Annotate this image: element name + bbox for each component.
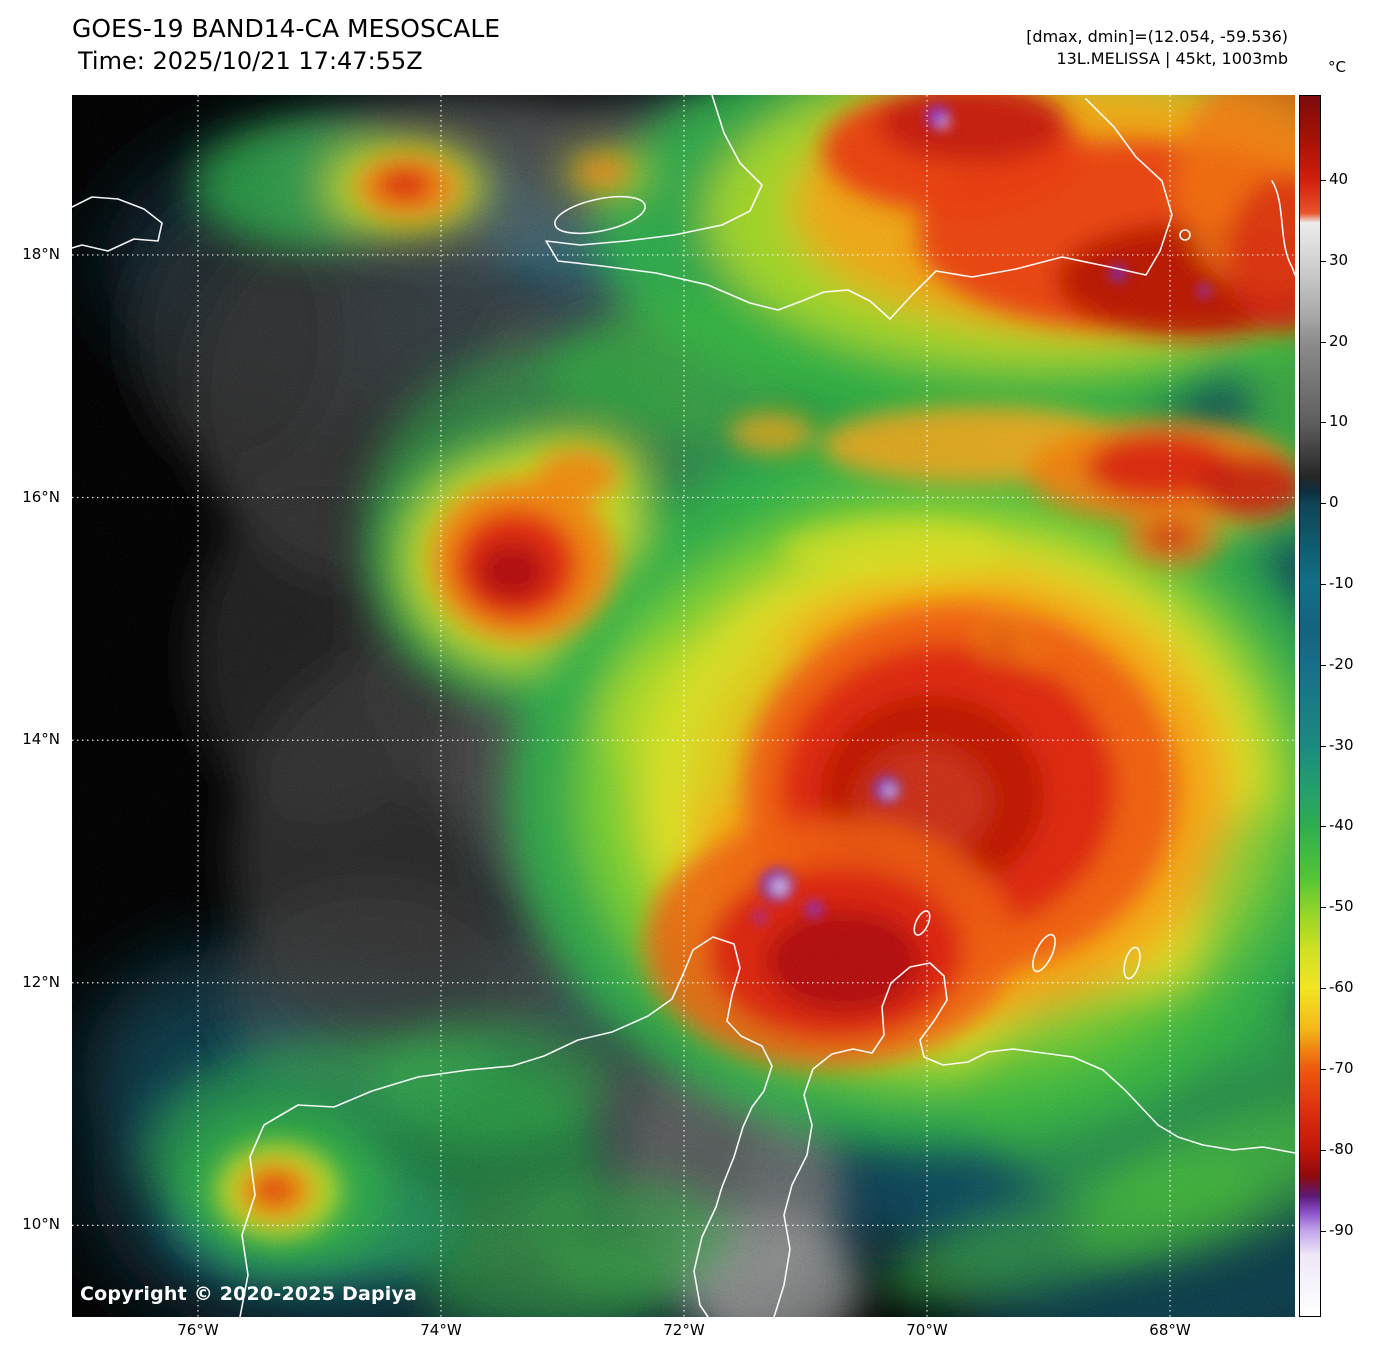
lon-tick-label: 72°W <box>663 1321 705 1339</box>
page-title: GOES-19 BAND14-CA MESOSCALE <box>72 14 501 43</box>
lat-tick-label: 14°N <box>22 730 60 749</box>
colombia-coastline <box>239 936 773 1317</box>
colorbar-tick-label: 20 <box>1319 331 1349 350</box>
colorbar-tick-label: -40 <box>1320 816 1354 835</box>
coastlines <box>72 95 1295 1317</box>
lon-tick-label: 68°W <box>1149 1321 1191 1339</box>
lon-tick-label: 70°W <box>906 1321 948 1339</box>
cuba-coastline <box>72 196 163 252</box>
mona-island <box>1179 229 1191 241</box>
venezuela-coastline <box>773 962 1295 1317</box>
colorbar-tick-label: 0 <box>1320 493 1339 512</box>
lon-tick-label: 76°W <box>177 1321 219 1339</box>
lat-tick-label: 12°N <box>22 972 60 991</box>
lat-tick-label: 16°N <box>22 487 60 506</box>
colorbar-tick-label: -70 <box>1320 1058 1354 1077</box>
colorbar-tick-label: -20 <box>1320 654 1354 673</box>
colorbar-tick-label: -90 <box>1320 1220 1354 1239</box>
colorbar-tick-label: 10 <box>1319 412 1349 431</box>
graticule-gridlines <box>72 95 1295 1317</box>
curacao-island <box>1032 933 1056 973</box>
colorbar-tick-label: 30 <box>1319 250 1349 269</box>
copyright: Copyright © 2020-2025 Dapiya <box>80 1283 418 1305</box>
colorbar <box>1299 95 1321 1317</box>
satellite-image-panel: Copyright © 2020-2025 Dapiya <box>72 95 1295 1317</box>
bonaire-island <box>1123 946 1141 980</box>
colorbar-tick-label: -10 <box>1320 573 1354 592</box>
storm-info: 13L.MELISSA | 45kt, 1003mb <box>1056 49 1288 68</box>
lat-tick-label: 10°N <box>22 1215 60 1234</box>
puerto-rico-coastline <box>1271 180 1295 276</box>
longitude-axis: 76°W 74°W 72°W 70°W 68°W <box>72 1321 1295 1351</box>
colorbar-ticks: 40 30 20 10 0 -10 -20 -30 -40 -50 -60 -70 -80 -90 <box>1319 95 1389 1317</box>
hispaniola-coastline <box>545 95 1173 320</box>
lat-tick-label: 18°N <box>22 244 60 263</box>
colorbar-tick-label: -60 <box>1320 978 1354 997</box>
colorbar-tick-label: 40 <box>1319 169 1349 188</box>
header-right: [dmax, dmin]=(12.054, -59.536) 13L.MELIS… <box>1026 26 1288 70</box>
satellite-imagery-svg <box>72 95 1295 1317</box>
colorbar-tick-label: -30 <box>1320 735 1354 754</box>
dmax-dmin-readout: [dmax, dmin]=(12.054, -59.536) <box>1026 27 1288 46</box>
timestamp: Time: 2025/10/21 17:47:55Z <box>78 47 423 75</box>
colorbar-tick-label: -80 <box>1320 1139 1354 1158</box>
lon-tick-label: 74°W <box>420 1321 462 1339</box>
colorbar-tick-label: -50 <box>1320 897 1354 916</box>
colorbar-unit-label: °C <box>1328 58 1346 76</box>
gonave-island <box>554 195 646 235</box>
latitude-axis: 18°N 16°N 14°N 12°N 10°N <box>0 95 66 1317</box>
